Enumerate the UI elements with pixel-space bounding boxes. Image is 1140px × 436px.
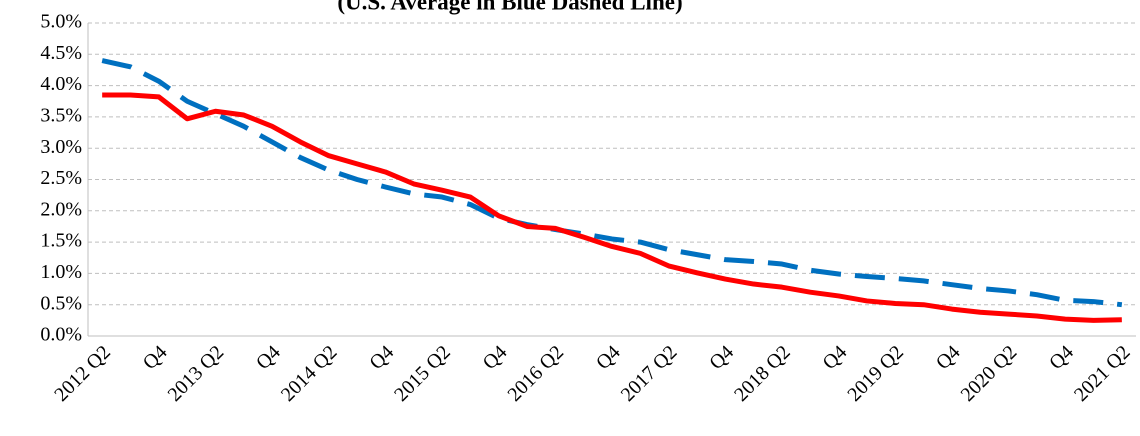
x-tick-label: 2015 Q2 xyxy=(390,341,455,406)
x-tick-label: Q4 xyxy=(479,341,512,374)
y-tick-label: 0.5% xyxy=(40,292,82,314)
x-tick-label: 2013 Q2 xyxy=(164,341,229,406)
y-tick-label: 4.5% xyxy=(40,42,82,64)
x-tick-label: Q4 xyxy=(1045,341,1078,374)
x-tick-label: 2012 Q2 xyxy=(50,341,115,406)
y-tick-label: 3.5% xyxy=(40,104,82,126)
y-tick-label: 5.0% xyxy=(40,11,82,33)
x-tick-label: 2020 Q2 xyxy=(957,341,1022,406)
x-tick-label: 2014 Q2 xyxy=(277,341,342,406)
x-tick-label: Q4 xyxy=(139,341,172,374)
y-tick-label: 2.0% xyxy=(40,198,82,220)
y-tick-label: 2.5% xyxy=(40,167,82,189)
series-line xyxy=(102,92,1122,323)
x-tick-label: Q4 xyxy=(592,341,625,374)
x-tick-label: 2018 Q2 xyxy=(730,341,795,406)
y-tick-label: 1.0% xyxy=(40,261,82,283)
y-tick-label: 3.0% xyxy=(40,136,82,158)
series-line xyxy=(101,58,1123,308)
x-tick-label: Q4 xyxy=(819,341,852,374)
x-tick-label: 2021 Q2 xyxy=(1070,341,1135,406)
x-tick-label: Q4 xyxy=(705,341,738,374)
x-tick-label: Q4 xyxy=(252,341,285,374)
x-tick-label: 2016 Q2 xyxy=(503,341,568,406)
x-tick-label: 2017 Q2 xyxy=(617,341,682,406)
y-tick-label: 4.0% xyxy=(40,73,82,95)
x-tick-label: Q4 xyxy=(365,341,398,374)
y-tick-label: 1.5% xyxy=(40,230,82,252)
x-tick-label: 2019 Q2 xyxy=(843,341,908,406)
y-tick-label: 0.0% xyxy=(40,324,82,346)
x-tick-label: Q4 xyxy=(932,341,965,374)
chart-title: (U.S. Average in Blue Dashed Line) xyxy=(337,0,682,14)
